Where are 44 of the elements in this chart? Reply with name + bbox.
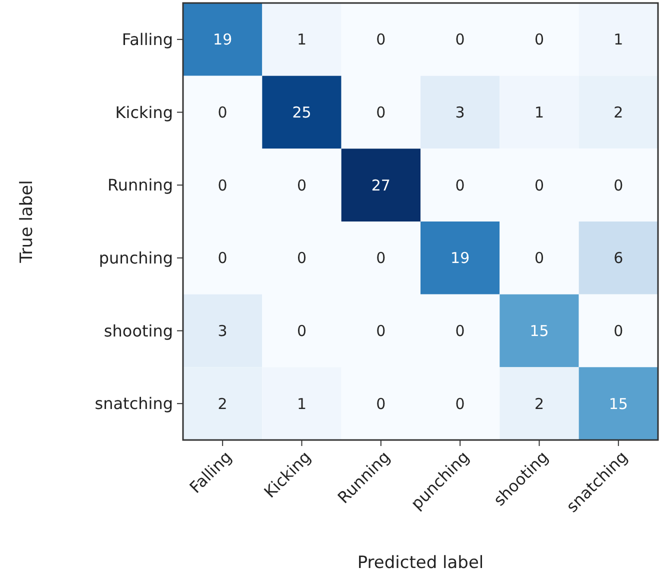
data-label: 0 [376, 249, 386, 268]
data-label: 2 [614, 104, 624, 122]
y-tick-label: Kicking [115, 102, 173, 122]
data-label: 0 [534, 176, 544, 194]
data-label: 0 [614, 176, 624, 194]
y-tick-label: shooting [104, 321, 173, 340]
data-label: 0 [376, 30, 386, 49]
data-label: 0 [218, 249, 228, 268]
data-label: 3 [218, 322, 228, 340]
data-label: 19 [213, 30, 232, 49]
data-label: 0 [455, 322, 465, 340]
data-label: 0 [218, 176, 228, 194]
data-label: 3 [455, 104, 465, 122]
data-label: 0 [376, 322, 386, 340]
data-label: 15 [608, 394, 628, 413]
data-label: 0 [376, 104, 386, 122]
data-label: 0 [296, 176, 307, 194]
data-label: 1 [296, 30, 307, 49]
data-label: 0 [296, 249, 307, 268]
data-label: 25 [292, 104, 312, 122]
y-axis-title: True label [17, 180, 37, 264]
y-tick-label: Falling [122, 30, 173, 50]
data-label: 0 [455, 30, 465, 49]
data-label: 1 [614, 30, 624, 49]
data-label: 19 [450, 249, 470, 268]
y-tick-label: punching [98, 248, 173, 268]
data-label: 1 [534, 104, 544, 122]
data-label: 0 [455, 176, 465, 194]
data-label: 0 [534, 30, 544, 49]
data-label: 2 [534, 394, 544, 413]
data-label: 6 [614, 249, 624, 268]
data-label: 0 [614, 322, 624, 340]
data-label: 27 [371, 176, 390, 194]
data-label: 0 [218, 104, 228, 122]
data-label: 0 [376, 394, 386, 413]
data-label: 2 [218, 394, 228, 413]
x-axis-title: Predicted label [357, 553, 484, 573]
data-label: 1 [296, 394, 307, 413]
data-label: 0 [534, 249, 544, 268]
data-label: 15 [530, 322, 549, 340]
data-label: 0 [455, 394, 465, 413]
y-tick-label: Running [107, 176, 173, 195]
y-tick-label: snatching [94, 394, 173, 414]
data-label: 0 [296, 322, 307, 340]
